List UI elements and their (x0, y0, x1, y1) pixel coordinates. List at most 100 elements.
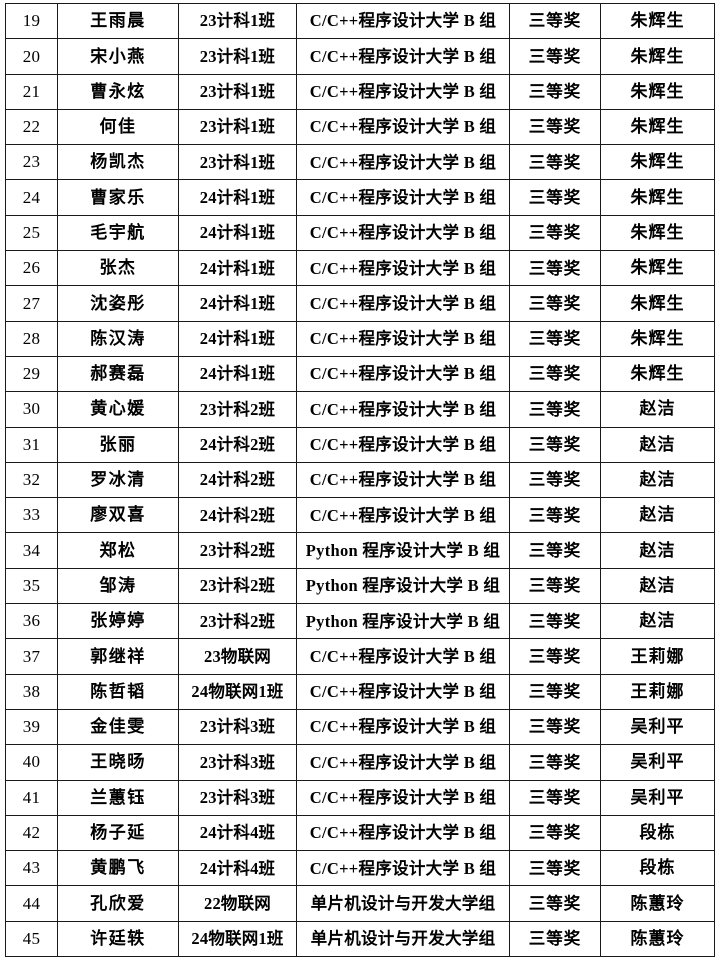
cell-serial-number: 41 (5, 779, 58, 816)
cell-serial-number: 26 (5, 250, 58, 287)
cell-competition-category: C/C++程序设计大学 B 组 (296, 461, 510, 499)
cell-advisor-teacher: 赵洁 (600, 532, 715, 569)
cell-student-name: 王雨晨 (57, 2, 179, 40)
cell-class: 24计科1班 (178, 320, 297, 357)
cell-class: 24计科1班 (178, 355, 297, 393)
cell-student-name: 孔欣爱 (57, 885, 179, 922)
table-row: 25 毛宇航 24计科1班 C/C++程序设计大学 B 组三等奖 朱辉生 (5, 214, 715, 252)
cell-class: 24计科4班 (178, 850, 297, 887)
cell-student-name: 张婷婷 (57, 603, 179, 640)
table-row: 33 廖双喜 24计科2班 C/C++程序设计大学 B 组三等奖 赵洁 (5, 497, 715, 534)
cell-award-level: 三等奖 (509, 73, 601, 110)
cell-competition-category: C/C++程序设计大学 B 组 (296, 355, 510, 393)
cell-competition-category: 单片机设计与开发大学组 (296, 885, 510, 922)
cell-advisor-teacher: 朱辉生 (600, 179, 715, 216)
cell-student-name: 张丽 (57, 426, 179, 463)
cell-class: 22物联网 (178, 885, 297, 922)
cell-student-name: 杨子延 (57, 814, 179, 852)
cell-award-level: 三等奖 (509, 638, 601, 675)
cell-competition-category: 单片机设计与开发大学组 (296, 920, 510, 957)
cell-award-level: 三等奖 (509, 814, 601, 852)
cell-advisor-teacher: 吴利平 (600, 779, 715, 816)
cell-award-level: 三等奖 (509, 461, 601, 499)
cell-class: 24计科1班 (178, 285, 297, 322)
cell-competition-category: C/C++程序设计大学 B 组 (296, 708, 510, 746)
cell-award-level: 三等奖 (509, 567, 601, 605)
cell-student-name: 王晓旸 (57, 744, 179, 781)
table-row: 44 孔欣爱 22物联网 单片机设计与开发大学组 三等奖 陈蕙玲 (5, 885, 715, 922)
cell-serial-number: 35 (5, 567, 58, 605)
cell-award-level: 三等奖 (509, 179, 601, 216)
cell-advisor-teacher: 朱辉生 (600, 108, 715, 146)
cell-class: 23计科1班 (178, 144, 297, 181)
cell-serial-number: 34 (5, 532, 58, 569)
cell-award-level: 三等奖 (509, 673, 601, 710)
cell-serial-number: 20 (5, 38, 58, 75)
cell-serial-number: 33 (5, 497, 58, 534)
cell-competition-category: C/C++程序设计大学 B 组 (296, 850, 510, 887)
cell-class: 23计科3班 (178, 744, 297, 781)
cell-award-level: 三等奖 (509, 744, 601, 781)
cell-student-name: 陈哲韬 (57, 673, 179, 710)
cell-competition-category: C/C++程序设计大学 B 组 (296, 779, 510, 816)
cell-class: 23计科1班 (178, 108, 297, 146)
cell-competition-category: C/C++程序设计大学 B 组 (296, 250, 510, 287)
cell-competition-category: C/C++程序设计大学 B 组 (296, 744, 510, 781)
cell-serial-number: 42 (5, 814, 58, 852)
cell-advisor-teacher: 朱辉生 (600, 320, 715, 357)
cell-award-level: 三等奖 (509, 920, 601, 957)
cell-competition-category: C/C++程序设计大学 B 组 (296, 38, 510, 75)
cell-student-name: 杨凯杰 (57, 144, 179, 181)
cell-advisor-teacher: 王莉娜 (600, 638, 715, 675)
cell-student-name: 郑松 (57, 532, 179, 569)
cell-advisor-teacher: 陈蕙玲 (600, 885, 715, 922)
cell-serial-number: 36 (5, 603, 58, 640)
cell-class: 24计科2班 (178, 461, 297, 499)
table-row: 23 杨凯杰 23计科1班 C/C++程序设计大学 B 组三等奖 朱辉生 (5, 144, 715, 181)
cell-student-name: 廖双喜 (57, 497, 179, 534)
cell-advisor-teacher: 吴利平 (600, 744, 715, 781)
cell-serial-number: 32 (5, 461, 58, 499)
cell-award-level: 三等奖 (509, 850, 601, 887)
cell-advisor-teacher: 朱辉生 (600, 73, 715, 110)
cell-class: 23计科2班 (178, 391, 297, 428)
table-row: 37 郭继祥 23物联网 C/C++程序设计大学 B 组三等奖 王莉娜 (5, 638, 715, 675)
cell-class: 24计科1班 (178, 250, 297, 287)
cell-competition-category: Python 程序设计大学 B 组 (296, 567, 510, 605)
table-row: 30 黄心媛 23计科2班 C/C++程序设计大学 B 组三等奖 赵洁 (5, 391, 715, 428)
cell-class: 23计科1班 (178, 2, 297, 40)
cell-award-level: 三等奖 (509, 391, 601, 428)
table-row: 32 罗冰清 24计科2班 C/C++程序设计大学 B 组三等奖 赵洁 (5, 461, 715, 499)
table-row: 28 陈汉涛 24计科1班 C/C++程序设计大学 B 组三等奖 朱辉生 (5, 320, 715, 357)
cell-class: 23物联网 (178, 638, 297, 675)
cell-award-level: 三等奖 (509, 320, 601, 357)
cell-advisor-teacher: 赵洁 (600, 461, 715, 499)
table-row: 36 张婷婷 23计科2班 Python 程序设计大学 B 组三等奖 赵洁 (5, 603, 715, 640)
cell-class: 24计科1班 (178, 214, 297, 252)
table-row: 27 沈姿彤 24计科1班 C/C++程序设计大学 B 组三等奖 朱辉生 (5, 285, 715, 322)
cell-class: 24计科2班 (178, 497, 297, 534)
cell-serial-number: 19 (5, 2, 58, 40)
cell-student-name: 曹永炫 (57, 73, 179, 110)
cell-serial-number: 45 (5, 920, 58, 957)
cell-advisor-teacher: 朱辉生 (600, 214, 715, 252)
cell-serial-number: 21 (5, 73, 58, 110)
table-row: 20 宋小燕 23计科1班 C/C++程序设计大学 B 组三等奖 朱辉生 (5, 38, 715, 75)
cell-serial-number: 28 (5, 320, 58, 357)
cell-award-level: 三等奖 (509, 38, 601, 75)
cell-student-name: 罗冰清 (57, 461, 179, 499)
cell-class: 24计科1班 (178, 179, 297, 216)
cell-advisor-teacher: 吴利平 (600, 708, 715, 746)
cell-award-level: 三等奖 (509, 779, 601, 816)
cell-award-level: 三等奖 (509, 708, 601, 746)
table-row: 21 曹永炫 23计科1班 C/C++程序设计大学 B 组三等奖 朱辉生 (5, 73, 715, 110)
cell-serial-number: 22 (5, 108, 58, 146)
cell-student-name: 郭继祥 (57, 638, 179, 675)
cell-serial-number: 31 (5, 426, 58, 463)
cell-student-name: 许廷轶 (57, 920, 179, 957)
table-row: 19 王雨晨 23计科1班 C/C++程序设计大学 B 组三等奖 朱辉生 (5, 2, 715, 40)
cell-serial-number: 30 (5, 391, 58, 428)
cell-class: 23计科1班 (178, 38, 297, 75)
cell-competition-category: C/C++程序设计大学 B 组 (296, 214, 510, 252)
cell-competition-category: C/C++程序设计大学 B 组 (296, 814, 510, 852)
